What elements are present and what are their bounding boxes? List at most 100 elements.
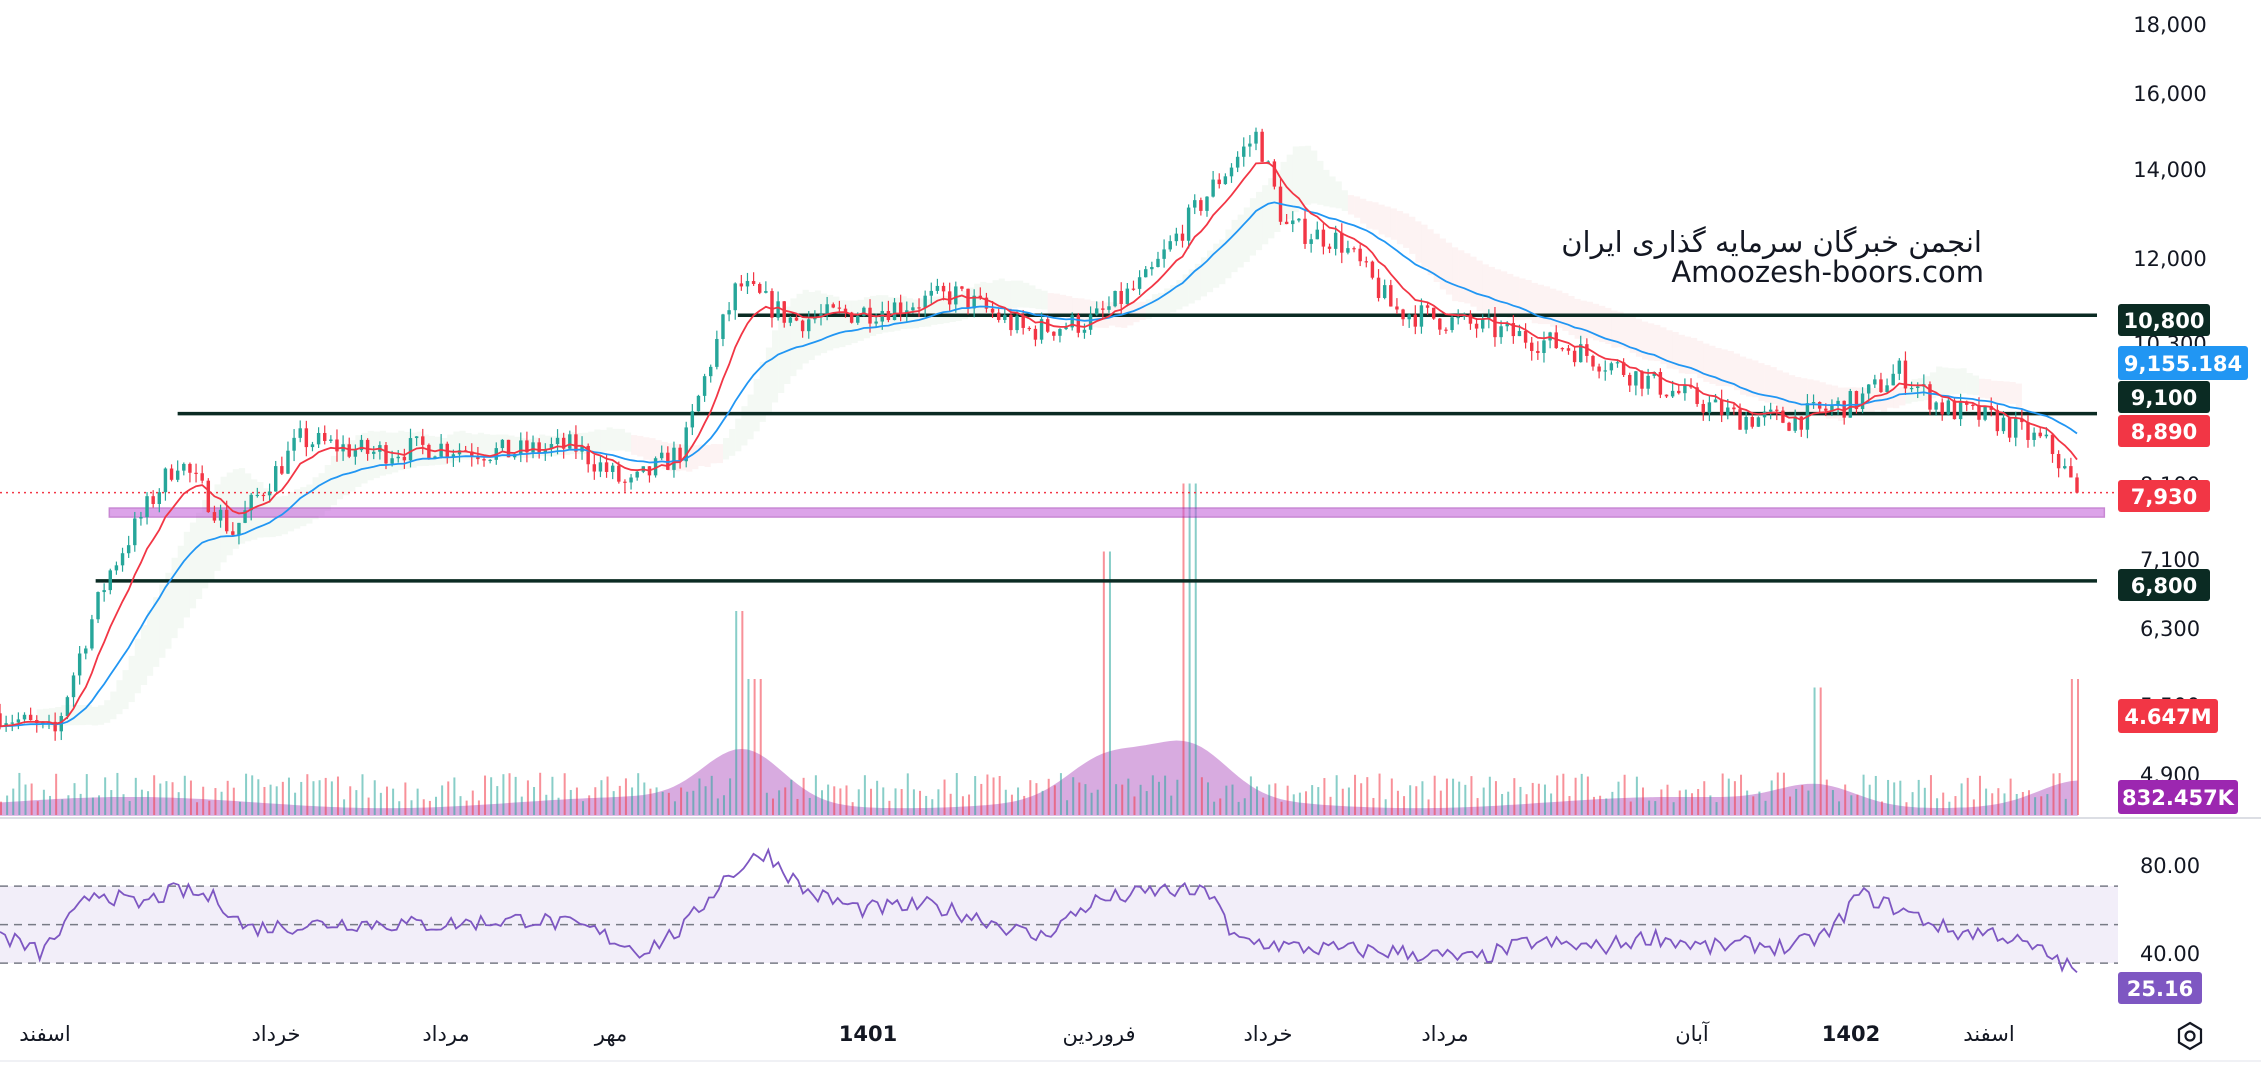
candle xyxy=(1052,331,1056,336)
cloud-band xyxy=(1684,336,1692,374)
volume-bar xyxy=(330,781,333,815)
candle xyxy=(304,428,309,448)
cloud-band xyxy=(1458,250,1465,303)
cloud-band xyxy=(526,439,534,459)
time-axis-month-label: مهر xyxy=(594,1022,628,1046)
volume-bar xyxy=(771,798,774,815)
candle xyxy=(709,366,713,377)
cloud-band xyxy=(1188,269,1195,304)
candle xyxy=(310,444,315,448)
volume-bar xyxy=(1537,783,1540,815)
volume-bar xyxy=(1194,483,1197,815)
candle xyxy=(990,308,995,313)
volume-bar xyxy=(925,795,928,815)
volume-bar xyxy=(1617,781,1620,815)
volume-bar xyxy=(361,774,364,815)
ma-fast-line xyxy=(0,161,2078,728)
cloud-band xyxy=(324,465,331,511)
candle xyxy=(273,466,278,492)
volume-bar xyxy=(643,782,646,815)
candle xyxy=(292,437,296,451)
volume-bar xyxy=(1678,790,1681,815)
volume-bar xyxy=(122,794,125,815)
candle xyxy=(96,592,100,620)
candle xyxy=(782,301,786,323)
volume-bar xyxy=(2003,793,2006,815)
candle xyxy=(1180,233,1185,241)
cloud-band xyxy=(1574,298,1581,339)
candle xyxy=(1205,196,1209,211)
cloud-band xyxy=(1709,345,1716,384)
candle xyxy=(623,481,627,483)
candle xyxy=(659,452,664,459)
volume-bar xyxy=(1611,791,1614,815)
candle xyxy=(1952,400,1957,420)
candle xyxy=(390,458,394,464)
candle xyxy=(41,722,45,724)
candle xyxy=(543,448,548,454)
volume-bar xyxy=(784,787,787,815)
candle xyxy=(1315,229,1319,240)
candle xyxy=(1193,200,1197,208)
candle xyxy=(1885,385,1889,393)
candle xyxy=(1860,393,1865,410)
cloud-band xyxy=(790,298,797,377)
volume-bar xyxy=(1317,787,1320,815)
volume-bar xyxy=(943,779,946,815)
volume-bar xyxy=(1887,779,1890,815)
candle xyxy=(1664,394,1669,397)
volume-bar xyxy=(520,796,523,815)
volume-bar xyxy=(692,790,695,815)
cloud-band xyxy=(1390,208,1397,240)
cloud-band xyxy=(177,545,184,629)
cloud-band xyxy=(1335,181,1342,209)
candle xyxy=(1156,258,1160,268)
candle xyxy=(1634,371,1638,386)
candle xyxy=(1854,391,1859,410)
volume-bar xyxy=(686,791,689,815)
candle xyxy=(1162,249,1166,259)
cloud-band xyxy=(1543,286,1551,325)
cloud-band xyxy=(1249,198,1257,256)
cloud-band xyxy=(1556,290,1563,328)
cloud-band xyxy=(1023,282,1030,308)
volume-bar xyxy=(104,777,107,815)
candle xyxy=(2026,422,2030,440)
chart-settings-button[interactable] xyxy=(2172,1018,2208,1054)
volume-bar xyxy=(655,787,658,815)
volume-bar xyxy=(275,786,278,815)
cloud-band xyxy=(784,306,791,385)
candle xyxy=(1235,156,1240,168)
candle xyxy=(506,439,511,458)
volume-bar xyxy=(1476,798,1479,815)
candle xyxy=(249,494,253,511)
cloud-band xyxy=(851,300,858,344)
cloud-band xyxy=(1047,293,1054,314)
volume-bar xyxy=(1427,799,1430,815)
volume-bar xyxy=(992,777,995,815)
volume-bar xyxy=(24,784,27,815)
cloud-band xyxy=(1899,387,1906,406)
candle xyxy=(825,304,829,314)
cloud-band xyxy=(1764,365,1771,403)
volume-bar xyxy=(1911,792,1914,815)
candle xyxy=(1891,373,1895,386)
candle xyxy=(1229,167,1234,177)
cloud-band xyxy=(588,431,595,454)
cloud-band xyxy=(637,435,644,457)
volume-bar xyxy=(1543,784,1546,815)
cloud-band xyxy=(336,446,344,500)
candle xyxy=(1523,331,1528,343)
volume-bar xyxy=(1648,800,1651,815)
candle xyxy=(1309,239,1313,244)
volume-bar xyxy=(1868,784,1871,815)
cloud-band xyxy=(202,500,209,589)
volume-bar xyxy=(183,775,186,815)
level-badge-9100-bg xyxy=(2118,381,2210,413)
volume-bar xyxy=(857,789,860,815)
volume-bar xyxy=(594,787,597,815)
candle xyxy=(770,291,774,318)
volume-bar xyxy=(91,797,94,815)
